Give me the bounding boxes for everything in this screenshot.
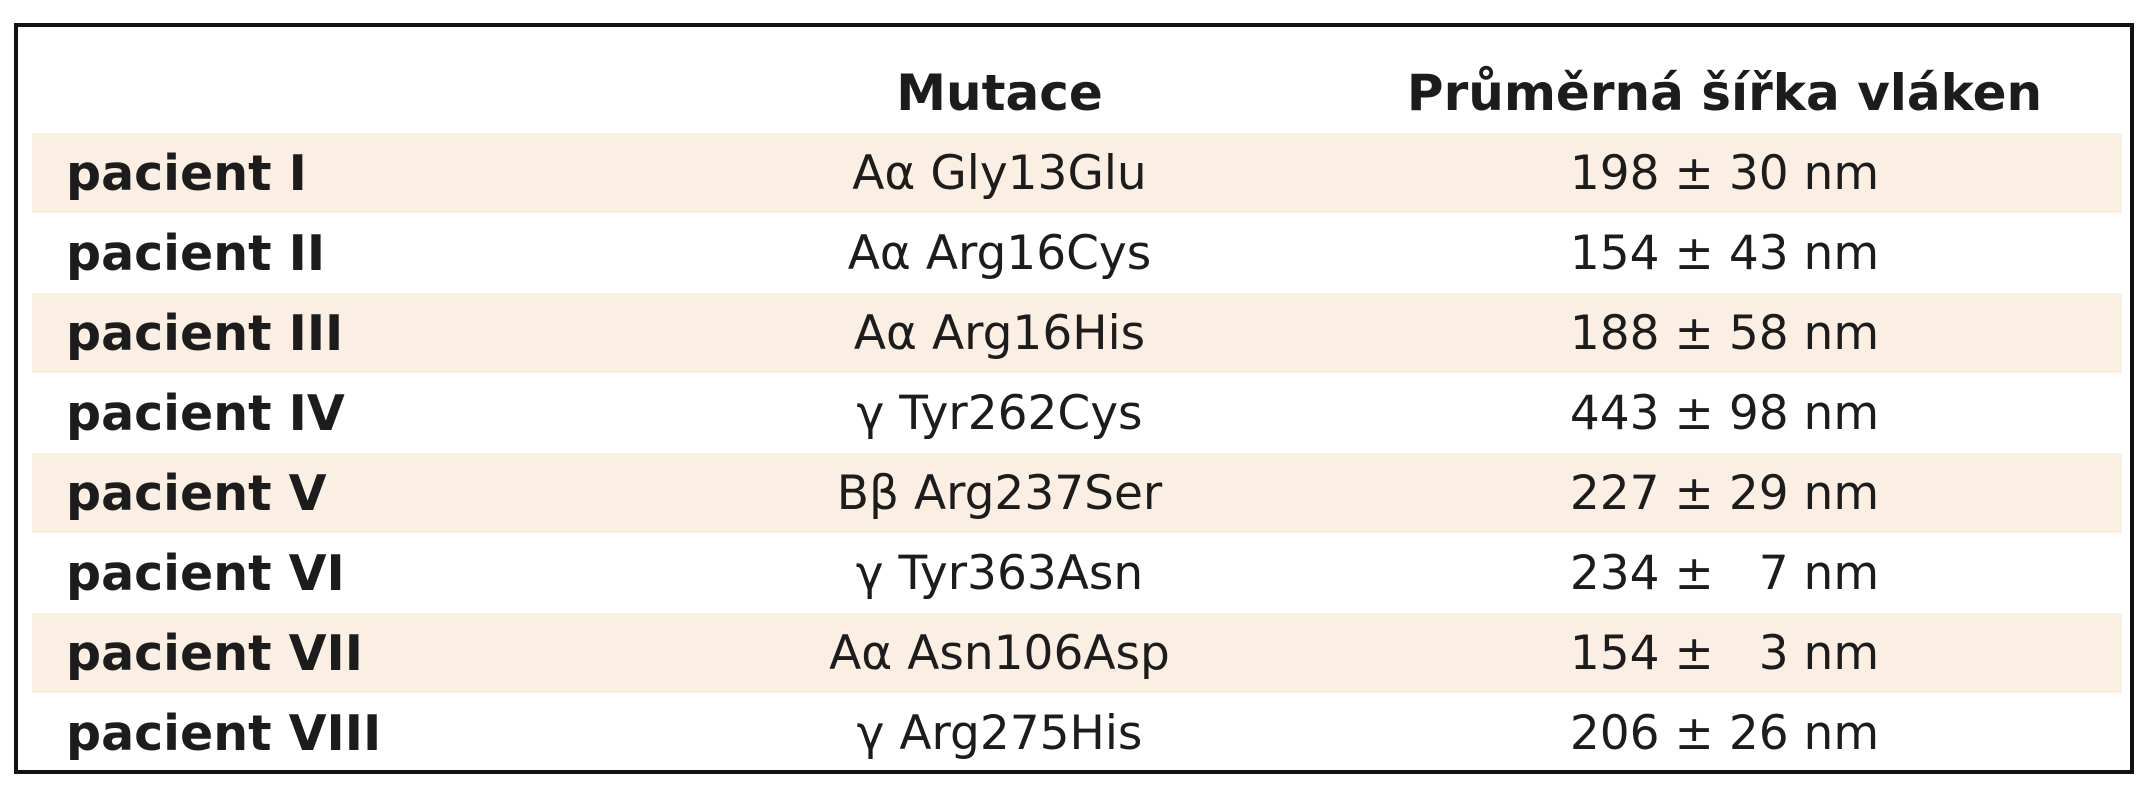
table-row: pacient VI γ Tyr363Asn 234 ± 7 nm bbox=[32, 533, 2122, 613]
mutation-cell: γ Arg275His bbox=[856, 705, 1143, 761]
fiber-width-cell: 227 ± 29 nm bbox=[1327, 453, 2122, 533]
table-row: pacient III Aα Arg16His 188 ± 58 nm bbox=[32, 293, 2122, 373]
table-frame: Mutace Průměrná šířka vláken pacient I A… bbox=[14, 23, 2134, 774]
header-mutation: Mutace bbox=[896, 64, 1103, 122]
mutation-cell: γ Tyr262Cys bbox=[856, 385, 1143, 441]
mutation-cell: γ Tyr363Asn bbox=[855, 545, 1144, 601]
patient-cell: pacient VII bbox=[32, 613, 672, 693]
header-fiber-width: Průměrná šířka vláken bbox=[1406, 64, 2043, 122]
mutation-cell: Bβ Arg237Ser bbox=[672, 453, 1327, 533]
patient-cell: pacient III bbox=[32, 293, 672, 373]
patient-cell: pacient VIII bbox=[66, 704, 382, 762]
fiber-width-cell: 206 ± 26 nm bbox=[1569, 705, 1880, 761]
mutation-cell: Aα Asn106Asp bbox=[672, 613, 1327, 693]
table-row: pacient II Aα Arg16Cys 154 ± 43 nm bbox=[32, 213, 2122, 293]
mutation-cell: Aα Gly13Glu bbox=[672, 133, 1327, 213]
table-row: pacient VII Aα Asn106Asp 154 ± 3 nm bbox=[32, 613, 2122, 693]
patient-cell: pacient II bbox=[66, 224, 326, 282]
patient-cell: pacient IV bbox=[66, 384, 345, 442]
patient-cell: pacient I bbox=[32, 133, 672, 213]
patient-cell: pacient VI bbox=[66, 544, 345, 602]
fiber-width-cell: 198 ± 30 nm bbox=[1327, 133, 2122, 213]
table-row: pacient IV γ Tyr262Cys 443 ± 98 nm bbox=[32, 373, 2122, 453]
table-body: pacient I Aα Gly13Glu 198 ± 30 nm pacien… bbox=[32, 133, 2122, 773]
table-row: pacient VIII γ Arg275His 206 ± 26 nm bbox=[32, 693, 2122, 773]
fiber-width-cell: 154 ± 43 nm bbox=[1569, 225, 1880, 281]
fiber-width-cell: 443 ± 98 nm bbox=[1569, 385, 1880, 441]
mutation-cell: Aα Arg16Cys bbox=[847, 225, 1152, 281]
patient-cell: pacient V bbox=[32, 453, 672, 533]
header-row: Mutace Průměrná šířka vláken bbox=[32, 53, 2122, 133]
fiber-width-cell: 154 ± 3 nm bbox=[1327, 613, 2122, 693]
fiber-width-cell: 188 ± 58 nm bbox=[1327, 293, 2122, 373]
fiber-width-cell: 234 ± 7 nm bbox=[1569, 545, 1880, 601]
table-row: pacient I Aα Gly13Glu 198 ± 30 nm bbox=[32, 133, 2122, 213]
table-header: Mutace Průměrná šířka vláken bbox=[32, 53, 2122, 133]
mutation-table: Mutace Průměrná šířka vláken pacient I A… bbox=[32, 53, 2122, 773]
mutation-cell: Aα Arg16His bbox=[672, 293, 1327, 373]
header-patient bbox=[32, 53, 672, 133]
table-row: pacient V Bβ Arg237Ser 227 ± 29 nm bbox=[32, 453, 2122, 533]
